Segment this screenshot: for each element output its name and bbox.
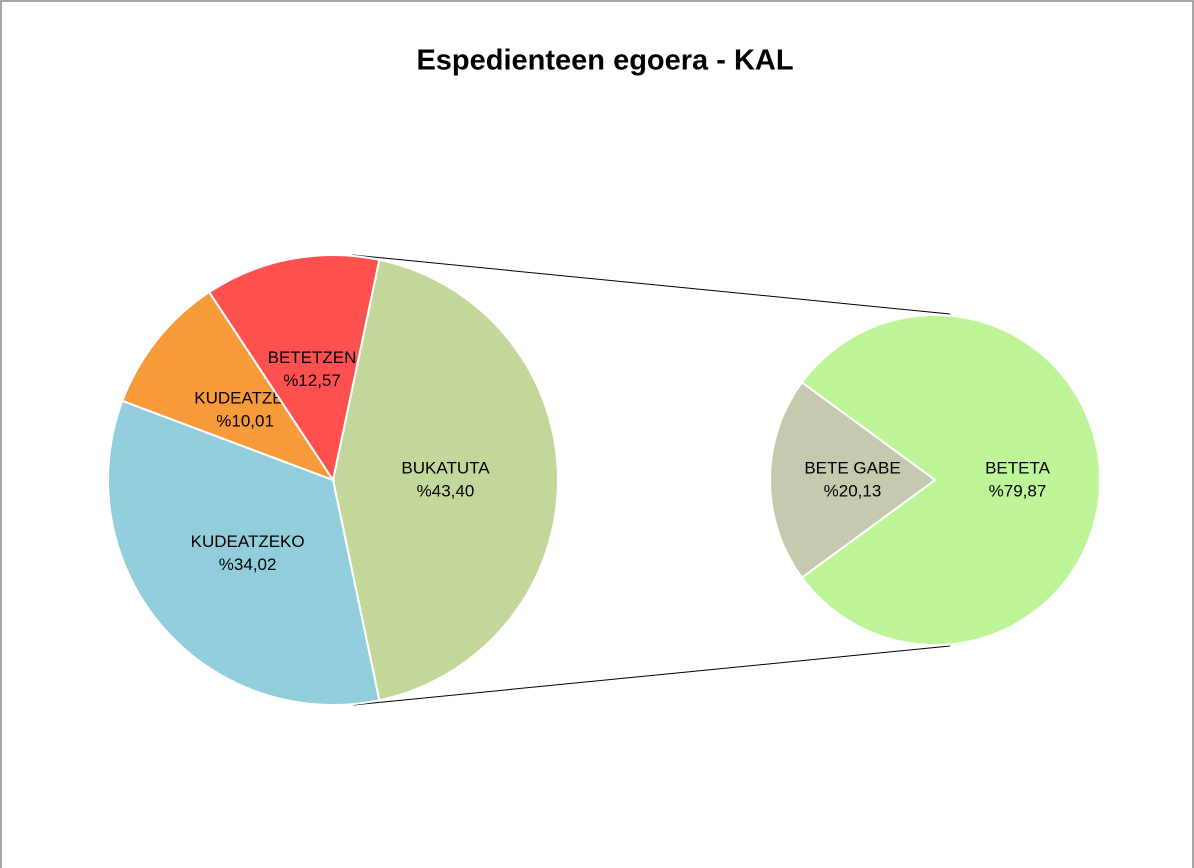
slice-value-label: %34,02 bbox=[219, 555, 277, 574]
slice-category: BETETA bbox=[985, 458, 1051, 477]
slice-value-label: %20,13 bbox=[824, 481, 882, 500]
pie-slice bbox=[107, 399, 381, 706]
connector-line bbox=[352, 254, 951, 315]
pie-slice bbox=[331, 258, 560, 702]
pie-slice bbox=[121, 290, 336, 483]
slice-value-label: %43,40 bbox=[417, 481, 475, 500]
slice-category: BETETZEN bbox=[268, 348, 357, 367]
pie-slice bbox=[769, 381, 937, 579]
slice-value-label: %10,01 bbox=[216, 411, 274, 430]
pie-slice bbox=[207, 254, 381, 483]
slice-value-label: %12,57 bbox=[283, 371, 341, 390]
slice-category: BETE GABE bbox=[804, 458, 900, 477]
slice-value-label: %79,87 bbox=[989, 481, 1047, 500]
slice-category: KUDEATZEN bbox=[194, 388, 296, 407]
connector-line bbox=[352, 645, 951, 706]
slice-category: KUDEATZEKO bbox=[191, 532, 305, 551]
slice-category: BUKATUTA bbox=[401, 458, 490, 477]
pie-slice bbox=[800, 314, 1101, 646]
chart-title: Espedienteen egoera - KAL bbox=[416, 45, 793, 77]
